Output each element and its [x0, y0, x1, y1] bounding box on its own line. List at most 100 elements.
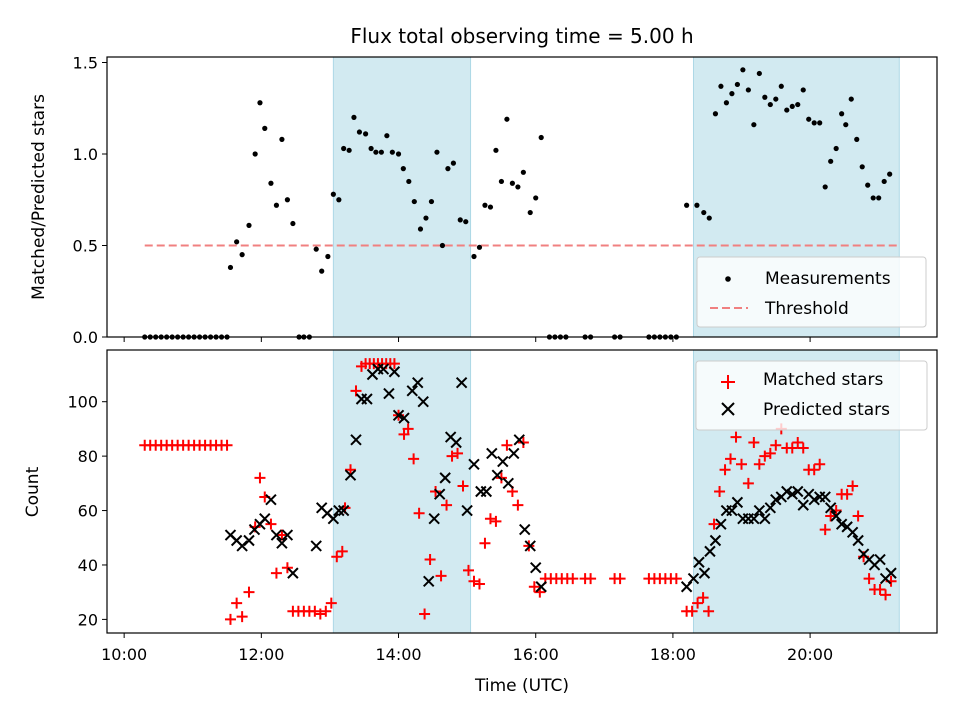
- ratio-panel: 0.0 0.5 1.0 1.5 Matched/Predicted stars Mea…: [29, 53, 938, 347]
- predicted-star-point: [846, 526, 859, 539]
- measurement-point: [795, 101, 801, 108]
- predicted-star-point: [748, 513, 760, 525]
- matched-star-point: [528, 581, 540, 593]
- measurement-point: [378, 149, 384, 155]
- x-tick-label: 12:00: [238, 645, 284, 664]
- measurement-point: [784, 107, 790, 113]
- predicted-star-point: [885, 567, 897, 579]
- predicted-star-point: [491, 469, 504, 481]
- predicted-stars-points: [224, 363, 897, 593]
- matched-star-point: [736, 458, 748, 470]
- measurement-point: [773, 96, 779, 102]
- predicted-star-point: [468, 458, 480, 470]
- predicted-star-point: [786, 488, 798, 500]
- measurement-point: [859, 164, 865, 170]
- predicted-star-point: [704, 545, 716, 558]
- predicted-star-point: [835, 518, 848, 530]
- matched-star-point: [512, 499, 524, 511]
- matched-stars-points: [139, 358, 897, 625]
- count-x-axis-ticks: 10:00 12:00 14:00 16:00 18:00 20:00: [101, 633, 833, 664]
- predicted-star-point: [535, 581, 547, 593]
- legend-marker-measurements: [725, 276, 731, 282]
- matched-star-point: [254, 472, 266, 484]
- measurement-point: [284, 197, 291, 203]
- predicted-star-point: [361, 393, 373, 405]
- measurement-point: [745, 87, 751, 93]
- x-tick-label: 20:00: [787, 645, 833, 664]
- measurement-point: [740, 67, 746, 73]
- predicted-star-point: [830, 510, 842, 522]
- matched-star-point: [413, 507, 425, 519]
- count-legend: Matched stars Predicted stars: [695, 360, 928, 431]
- matched-star-point: [808, 464, 820, 476]
- predicted-star-point: [693, 556, 705, 568]
- measurement-point: [538, 134, 544, 141]
- count-y-axis-ticks: 20 40 60 80 100: [67, 393, 107, 629]
- matched-star-point: [703, 605, 715, 617]
- measurement-point: [417, 226, 424, 232]
- measurement-point: [246, 222, 252, 228]
- measurement-point: [262, 125, 268, 131]
- predicted-star-point: [687, 572, 700, 585]
- measurement-point: [406, 178, 412, 185]
- predicted-star-point: [461, 504, 473, 517]
- predicted-star-point: [513, 434, 525, 446]
- matched-star-point: [345, 464, 357, 476]
- predicted-star-point: [287, 567, 299, 579]
- predicted-star-point: [852, 534, 864, 547]
- measurement-point: [865, 182, 871, 188]
- predicted-star-point: [824, 502, 837, 514]
- predicted-star-point: [874, 553, 886, 566]
- measurement-point: [509, 180, 515, 186]
- legend-marker-matched-stars: [721, 375, 735, 389]
- measurement-point: [434, 149, 440, 155]
- measurement-point: [439, 242, 446, 249]
- y-tick-label: 20: [78, 610, 98, 629]
- predicted-star-point: [337, 504, 350, 517]
- matched-star-point: [797, 442, 809, 454]
- measurement-point: [346, 147, 352, 153]
- predicted-star-point: [243, 534, 255, 547]
- matched-star-point: [670, 573, 682, 585]
- measurement-point: [706, 215, 712, 221]
- measurement-point: [389, 149, 395, 155]
- matched-star-point: [692, 597, 704, 609]
- y-tick-label: 0.0: [73, 328, 98, 347]
- matched-star-point: [786, 442, 798, 454]
- measurement-point: [694, 202, 700, 208]
- predicted-star-point: [433, 488, 446, 500]
- measurement-point: [778, 83, 784, 89]
- measurement-point: [319, 268, 325, 274]
- measurement-point: [290, 220, 296, 227]
- matched-star-point: [265, 518, 277, 530]
- matched-star-point: [686, 605, 698, 617]
- measurement-point: [325, 253, 331, 260]
- predicted-star-point: [486, 447, 498, 460]
- matched-star-point: [236, 611, 248, 623]
- legend-label-predicted-stars: Predicted stars: [763, 400, 890, 420]
- measurement-point: [520, 169, 526, 175]
- predicted-star-point: [236, 540, 248, 552]
- predicted-star-point: [281, 529, 294, 541]
- measurement-point: [762, 94, 768, 100]
- matched-star-point: [325, 597, 337, 609]
- matched-star-point: [819, 524, 831, 536]
- measurement-point: [828, 158, 834, 164]
- predicted-star-point: [709, 534, 722, 547]
- matched-star-point: [408, 453, 420, 465]
- predicted-star-point: [388, 366, 401, 378]
- matched-star-point: [320, 605, 332, 617]
- matched-star-point: [880, 589, 892, 601]
- matched-star-point: [462, 564, 474, 576]
- matched-star-point: [231, 597, 243, 609]
- measurement-point: [411, 198, 417, 205]
- predicted-star-point: [502, 477, 514, 490]
- predicted-star-point: [276, 537, 288, 549]
- matched-star-point: [224, 613, 236, 625]
- matched-star-point: [847, 480, 859, 492]
- ratio-plot-frame: [106, 56, 938, 338]
- measurement-point: [341, 145, 347, 152]
- measurement-point: [751, 122, 757, 128]
- matched-star-point: [221, 439, 233, 451]
